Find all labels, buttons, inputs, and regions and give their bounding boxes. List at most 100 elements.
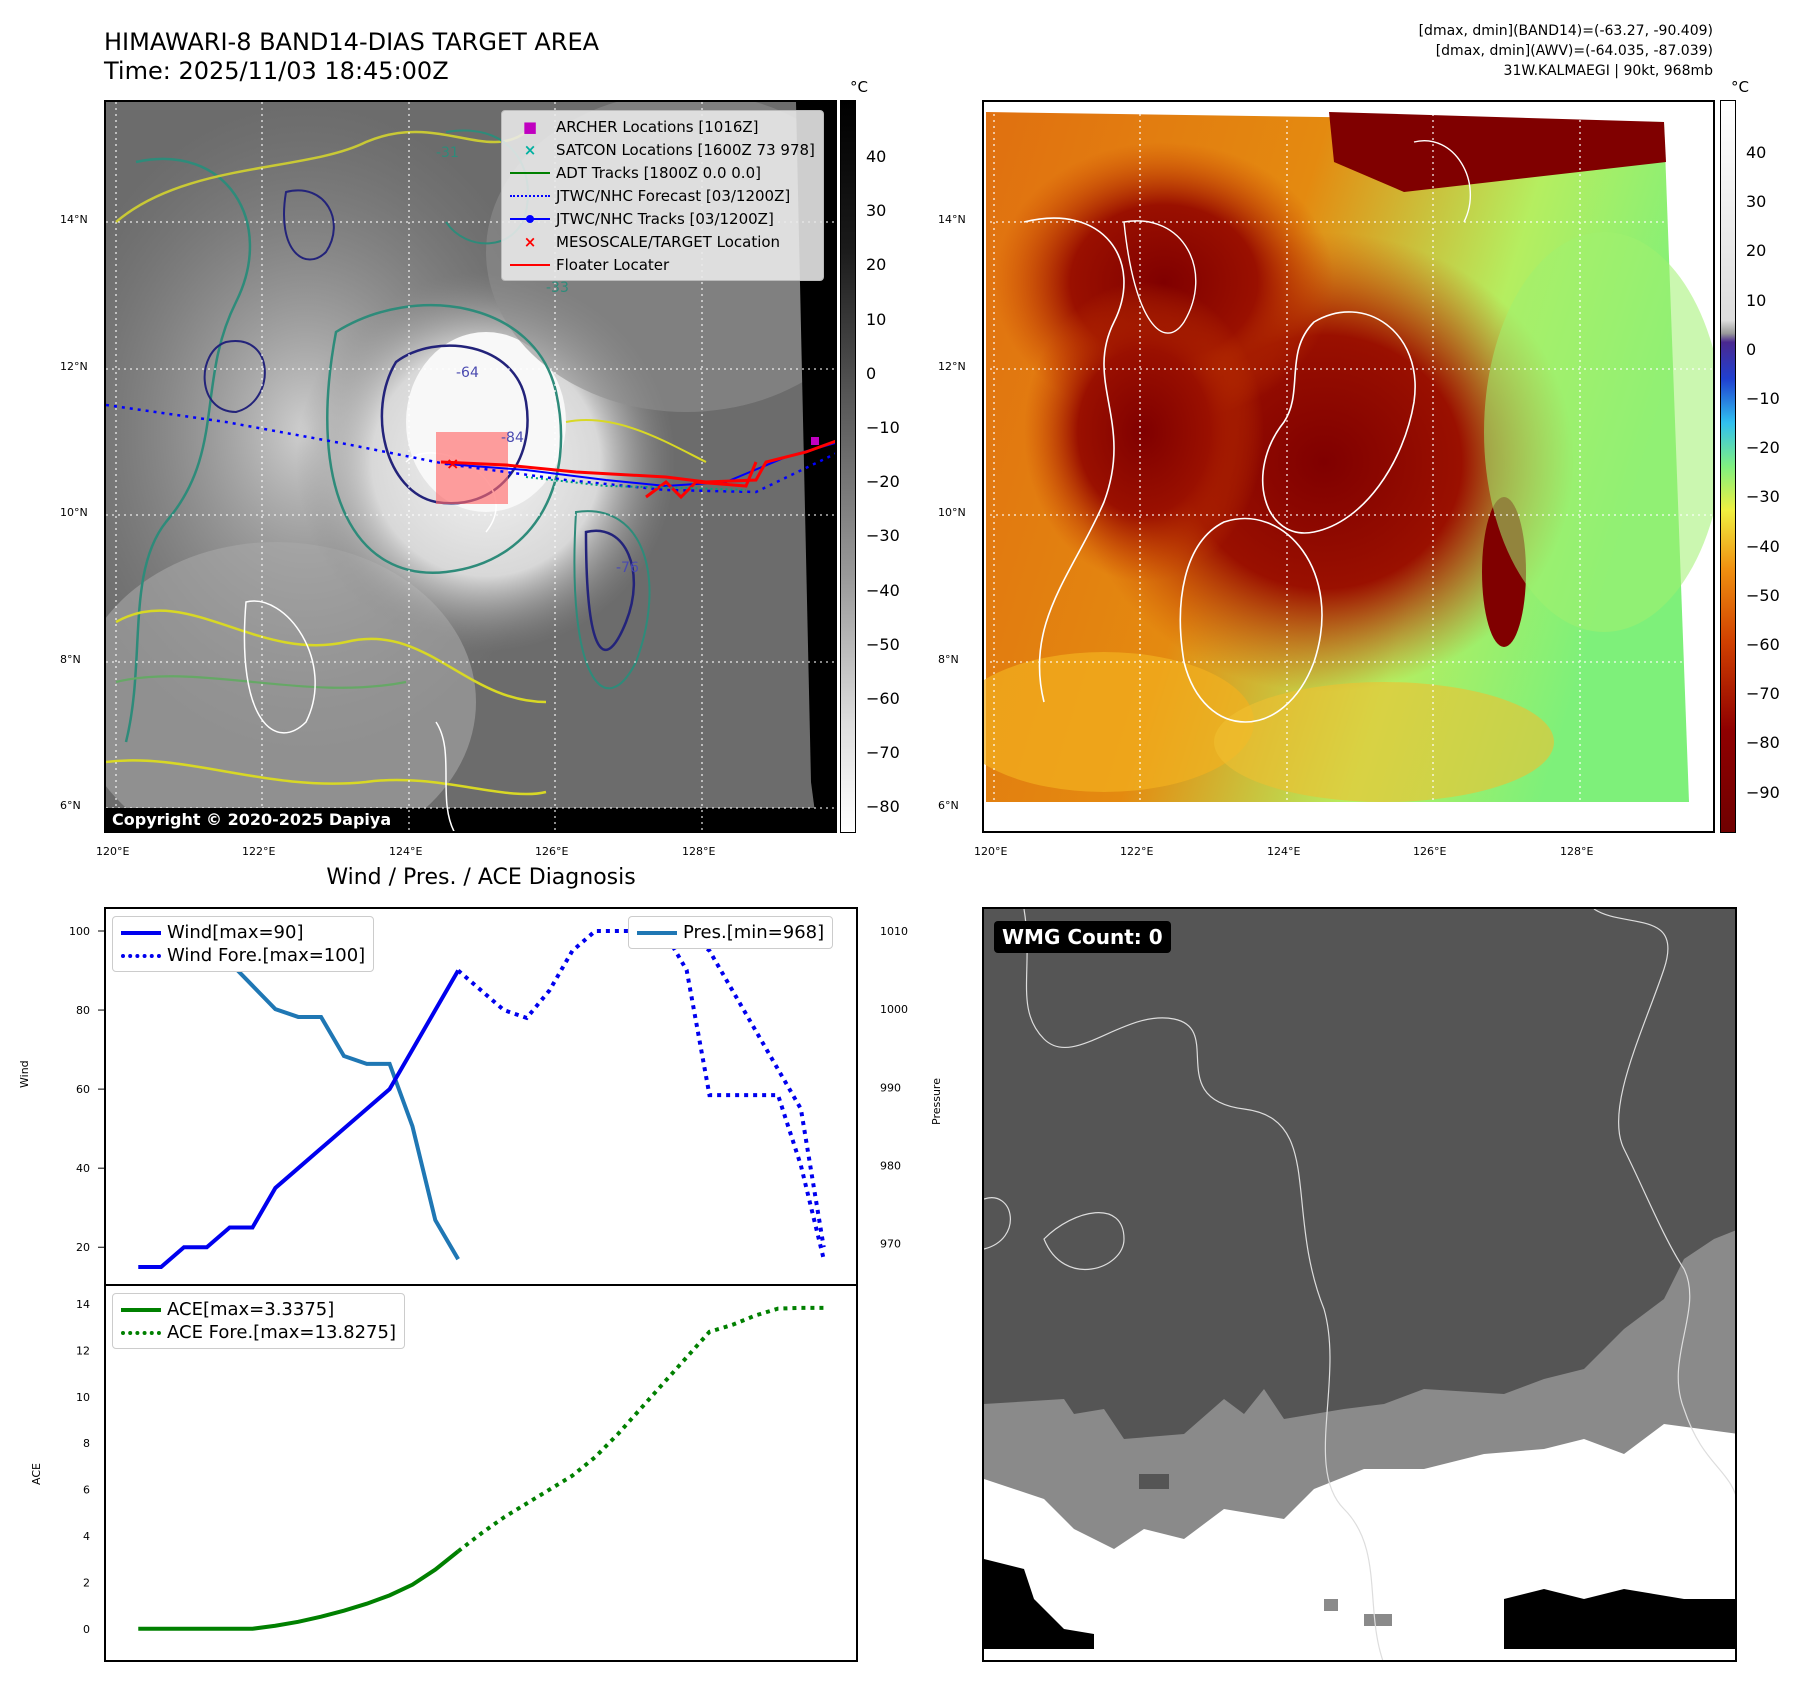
colorbar-tick-label: −10 xyxy=(1746,389,1780,408)
legend-wind-label: Wind[max=90] xyxy=(167,922,304,943)
awv-lat-tick: 10°N xyxy=(938,506,966,519)
ace-tick-label: 8 xyxy=(83,1437,90,1450)
awv-lon-tick: 124°E xyxy=(1267,845,1301,858)
ace-line xyxy=(138,1549,460,1631)
legend-label: SATCON Locations [1600Z 73 978] xyxy=(556,140,815,159)
diagnosis-title: Wind / Pres. / ACE Diagnosis xyxy=(326,865,636,890)
wmg-panel: WMG Count: 0 xyxy=(982,907,1737,1662)
legend-symbol-icon: ■ xyxy=(522,117,538,136)
legend-wind-fore-label: Wind Fore.[max=100] xyxy=(167,945,366,966)
awv-colorbar xyxy=(1720,100,1736,833)
contour-label: -76 xyxy=(616,560,639,576)
map-legend-item: Floater Locater xyxy=(510,253,815,276)
awv-lat-tick: 6°N xyxy=(938,799,959,812)
band14-lon-tick: 120°E xyxy=(96,845,130,858)
ace-tick-label: 14 xyxy=(76,1298,90,1311)
ace-tick-label: 6 xyxy=(83,1484,90,1497)
wind-axis-label: Wind xyxy=(18,1060,31,1088)
map-legend-item: ADT Tracks [1800Z 0.0 0.0] xyxy=(510,161,815,184)
ace-tick-label: 10 xyxy=(76,1391,90,1404)
colorbar-tick-label: −20 xyxy=(1746,438,1780,458)
legend-label: ADT Tracks [1800Z 0.0 0.0] xyxy=(556,163,761,182)
map-legend-item: JTWC/NHC Tracks [03/1200Z] xyxy=(510,207,815,230)
awv-lat-tick: 14°N xyxy=(938,213,966,226)
map-legend-item: × MESOSCALE/TARGET Location xyxy=(510,230,815,253)
colorbar-tick-label: 0 xyxy=(1746,339,1757,359)
colorbar-tick-label: −30 xyxy=(1746,487,1780,507)
legend-symbol-icon xyxy=(510,263,550,266)
ace-tick-label: 2 xyxy=(83,1576,90,1589)
colorbar-tick-label: 20 xyxy=(866,255,887,275)
legend-symbol-icon: × xyxy=(523,232,537,251)
colorbar-tick-label: −90 xyxy=(1746,782,1780,802)
map-legend: ■ ARCHER Locations [1016Z] × SATCON Locatio… xyxy=(501,110,824,281)
colorbar-tick-label: 10 xyxy=(1746,290,1767,310)
legend-ace-label: ACE[max=3.3375] xyxy=(167,1299,335,1320)
map-legend-item: × SATCON Locations [1600Z 73 978] xyxy=(510,138,815,161)
figure-time: Time: 2025/11/03 18:45:00Z xyxy=(104,57,449,85)
colorbar-tick-label: −40 xyxy=(866,580,900,600)
colorbar-tick-label: 40 xyxy=(1746,143,1767,162)
pressure-legend: Pres.[min=968] xyxy=(628,916,834,949)
wind-tick-label: 20 xyxy=(76,1241,90,1254)
ace-frame xyxy=(104,1284,858,1662)
wind-tick-label: 100 xyxy=(69,925,90,938)
ace-tick-label: 12 xyxy=(76,1344,90,1357)
ace-forecast-line xyxy=(456,1305,824,1553)
copyright-label: Copyright © 2020-2025 Dapiya xyxy=(106,808,398,831)
colorbar-tick-label: 30 xyxy=(1746,192,1767,212)
info-storm: 31W.KALMAEGI | 90kt, 968mb xyxy=(1503,63,1713,79)
wind-forecast-line xyxy=(456,929,826,1248)
band14-lat-tick: 6°N xyxy=(60,799,81,812)
ace-tick-label: 0 xyxy=(83,1623,90,1636)
colorbar-tick-label: 0 xyxy=(866,363,877,383)
band14-lat-tick: 12°N xyxy=(60,360,88,373)
jtwc-forecast-track xyxy=(106,403,835,494)
wind-line xyxy=(138,969,460,1269)
pressure-forecast-line xyxy=(662,929,826,1260)
colorbar-tick-label: −60 xyxy=(866,689,900,708)
ace-axis-label: ACE xyxy=(30,1463,43,1485)
map-legend-item: ■ ARCHER Locations [1016Z] xyxy=(510,115,815,138)
colorbar-tick-label: −60 xyxy=(1746,635,1780,654)
pressure-tick-label: 970 xyxy=(880,1238,901,1251)
wind-tick-label: 40 xyxy=(76,1162,90,1175)
ace-legend: ACE[max=3.3375] ACE Fore.[max=13.8275] xyxy=(112,1293,405,1349)
band14-lon-tick: 122°E xyxy=(242,845,276,858)
awv-lat-tick: 8°N xyxy=(938,653,959,666)
pressure-tick-label: 990 xyxy=(880,1081,901,1094)
colorbar-tick-label: 40 xyxy=(866,147,887,166)
colorbar-tick-label: 30 xyxy=(866,201,887,221)
target-marker: × xyxy=(446,454,459,473)
colorbar-tick-label: −50 xyxy=(1746,585,1780,605)
wmg-map xyxy=(984,909,1735,1660)
archer-marker xyxy=(811,437,819,445)
pressure-tick-label: 1000 xyxy=(880,1003,908,1016)
legend-label: JTWC/NHC Tracks [03/1200Z] xyxy=(556,209,774,228)
legend-ace-fore-label: ACE Fore.[max=13.8275] xyxy=(167,1322,396,1343)
contour-label: -64 xyxy=(456,365,479,381)
awv-lon-tick: 126°E xyxy=(1413,845,1447,858)
awv-lon-tick: 120°E xyxy=(974,845,1008,858)
diagnosis-chart: 100 80 60 40 20 1010 1000 990 980 970 14 12 10 8 6 4 2 0 xyxy=(69,907,908,1668)
wmg-count-badge: WMG Count: 0 xyxy=(994,921,1171,953)
contour-label: -33 xyxy=(546,280,569,296)
contour-label: -31 xyxy=(436,145,459,161)
band14-map-panel: × -64 -84 -76 -31 -33 ■ ARCHER Locations … xyxy=(104,100,837,833)
band14-lon-tick: 128°E xyxy=(682,845,716,858)
colorbar-tick-label: 10 xyxy=(866,309,887,329)
legend-label: JTWC/NHC Forecast [03/1200Z] xyxy=(556,186,791,205)
band14-lon-tick: 124°E xyxy=(389,845,423,858)
awv-lon-tick: 128°E xyxy=(1560,845,1594,858)
pressure-tick-label: 1010 xyxy=(880,925,908,938)
pressure-axis-label: Pressure xyxy=(930,1078,943,1125)
figure-title: HIMAWARI-8 BAND14-DIAS TARGET AREA xyxy=(104,28,600,56)
awv-lon-tick: 122°E xyxy=(1120,845,1154,858)
wind-tick-label: 80 xyxy=(76,1004,90,1017)
colorbar-tick-label: −80 xyxy=(1746,733,1780,753)
satcon-track xyxy=(525,476,747,491)
legend-symbol-icon xyxy=(510,210,550,228)
legend-label: MESOSCALE/TARGET Location xyxy=(556,232,781,251)
legend-symbol-icon: × xyxy=(523,140,537,159)
info-band14: [dmax, dmin](BAND14)=(-63.27, -90.409) xyxy=(1418,23,1713,39)
